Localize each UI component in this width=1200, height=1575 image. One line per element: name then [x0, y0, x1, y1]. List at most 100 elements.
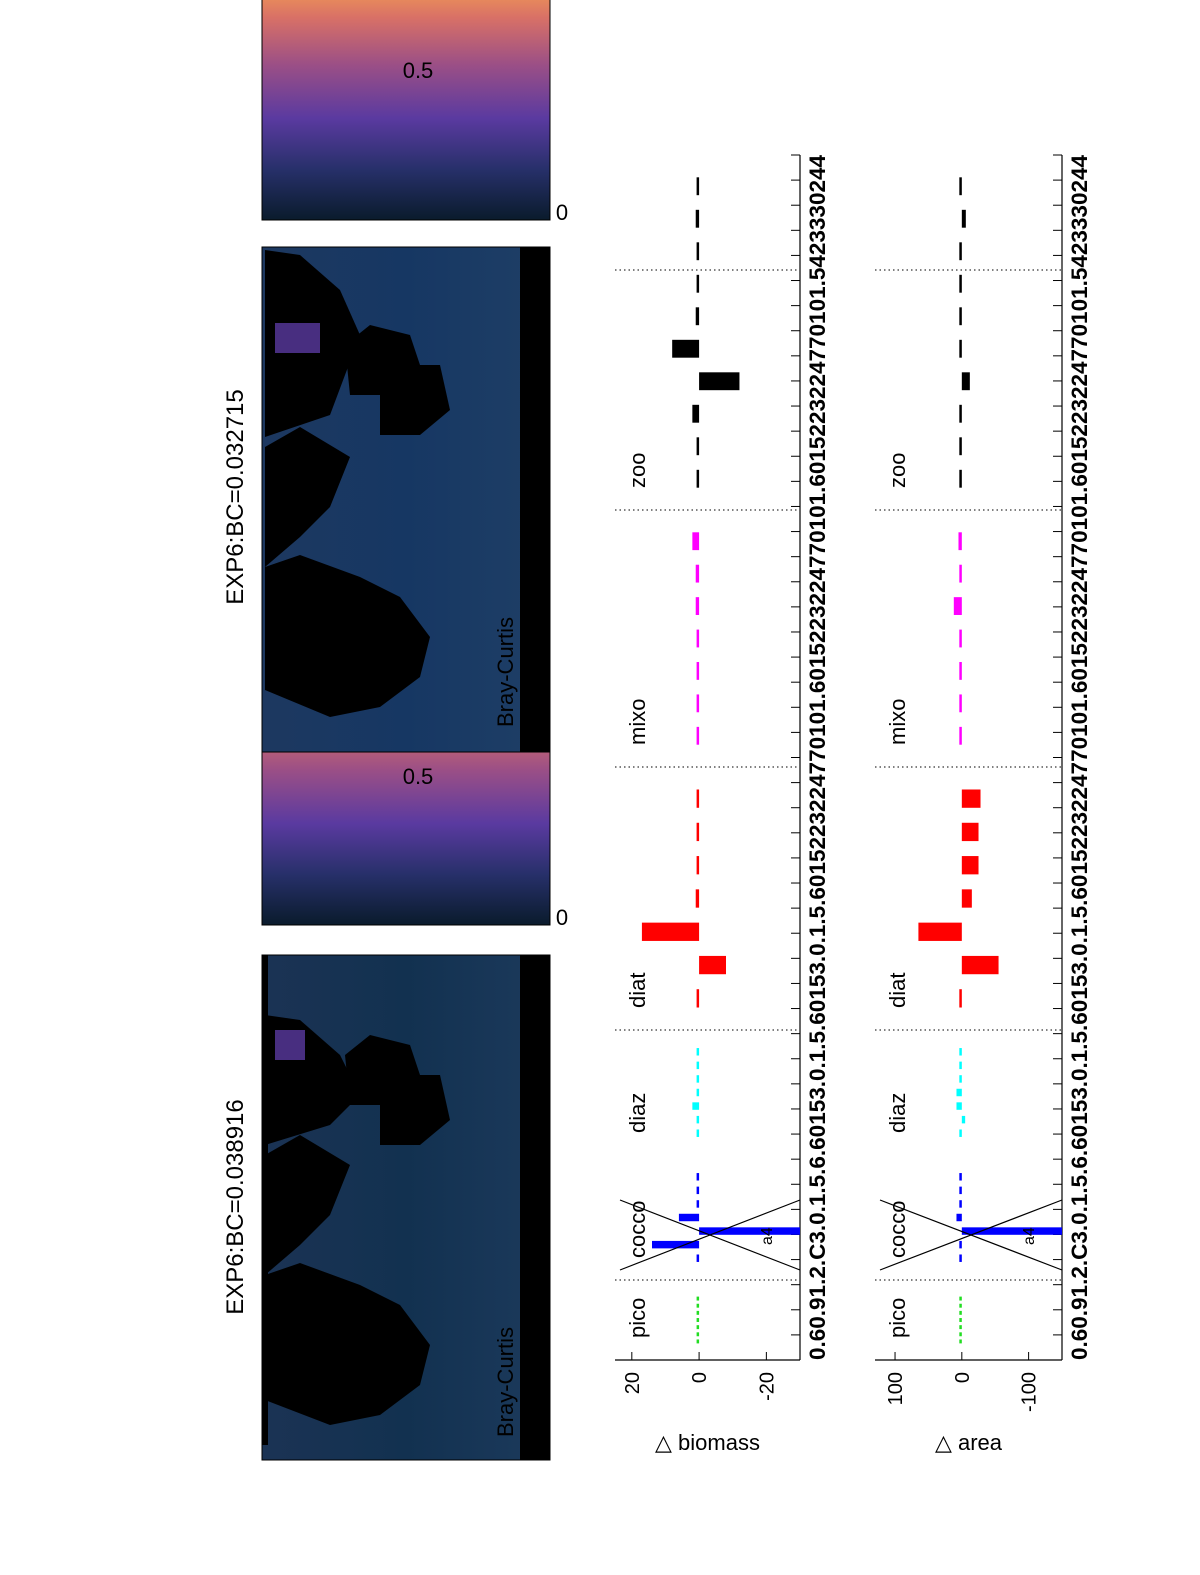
bar-pico: [959, 1310, 962, 1315]
bar-diaz: [696, 1088, 700, 1097]
bar-pico: [696, 1296, 700, 1301]
group-label-mixo: mixo: [885, 699, 910, 745]
bar-pico: [959, 1296, 962, 1301]
chart-panel-1: 20 0 -20 △ biomass 0.60.91.2.C3.0.1.5.6.6015…: [615, 154, 830, 1455]
bar-diaz: [959, 1048, 962, 1056]
cocco-marker-label: a4: [759, 1227, 776, 1245]
bar-mixo: [695, 564, 700, 583]
group-label-pico: pico: [625, 1298, 650, 1338]
left-map-label: Bray-Curtis: [493, 1327, 518, 1437]
rotated-figure: EXP6:BC=0.038916 Bray-Curtis 1 0.5 0 EXP…: [222, 0, 1092, 1461]
bar-zoo: [696, 242, 700, 261]
bar-zoo: [696, 274, 700, 293]
group-label-zoo: zoo: [885, 453, 910, 488]
bar-zoo: [696, 469, 700, 488]
bar-diat: [918, 922, 962, 941]
bar-pico: [959, 1325, 962, 1330]
bar-diaz: [692, 1102, 700, 1110]
bar-cocco: [959, 1240, 962, 1249]
group-label-diaz: diaz: [885, 1093, 910, 1133]
left-map-land: [262, 955, 550, 1460]
bar-diat: [961, 789, 981, 808]
bar-pico: [959, 1303, 962, 1308]
y-axis-label: △ area: [935, 1430, 1003, 1455]
bar-zoo: [959, 469, 962, 488]
right-map-label: Bray-Curtis: [493, 617, 518, 727]
bar-diaz: [956, 1102, 962, 1110]
right-colorbar-tick-0.5: 0.5: [403, 58, 434, 83]
right-colorbar-tick-0: 0: [556, 200, 568, 225]
bar-zoo: [692, 404, 700, 423]
bar-diaz: [696, 1075, 700, 1083]
bar-diat: [699, 955, 726, 975]
group-label-pico: pico: [885, 1298, 910, 1338]
left-colorbar-tick-0.5: 0.5: [403, 764, 434, 789]
bar-zoo: [961, 372, 970, 391]
cocco-marker-label: a4: [1021, 1227, 1038, 1245]
bar-charts: 20 0 -20 △ biomass 0.60.91.2.C3.0.1.5.6.6015…: [615, 154, 1092, 1455]
bar-diat: [696, 856, 700, 875]
right-map-panel: EXP6:BC=0.032715 Bray-Curtis 1 0.5 0: [222, 0, 568, 753]
bar-diat: [961, 856, 979, 875]
y-tick-label: -20: [756, 1372, 778, 1401]
bar-mixo: [696, 629, 700, 648]
group-label-mixo: mixo: [625, 699, 650, 745]
bar-cocco: [961, 1227, 1062, 1235]
right-panel-title: EXP6:BC=0.032715: [222, 389, 249, 605]
bar-diaz: [696, 1115, 700, 1124]
bar-diaz: [696, 1061, 700, 1070]
bar-pico: [696, 1303, 700, 1308]
bar-zoo: [959, 339, 962, 358]
bar-zoo: [961, 209, 966, 228]
bar-diat: [959, 989, 962, 1008]
bar-diaz: [961, 1115, 966, 1124]
bar-zoo: [959, 274, 962, 293]
bar-pico: [696, 1339, 700, 1344]
group-label-zoo: zoo: [625, 453, 650, 488]
bar-zoo: [959, 404, 962, 423]
y-tick-label: -100: [1019, 1372, 1041, 1412]
x-tick-labels: 0.60.91.2.C3.0.1.5.6.60153.0.1.5.60153.0…: [805, 154, 830, 1360]
bar-cocco: [959, 1200, 962, 1208]
bar-zoo: [695, 209, 700, 228]
bar-cocco: [696, 1186, 700, 1195]
bar-zoo: [696, 177, 700, 196]
bar-diat: [961, 889, 972, 908]
bar-diaz: [696, 1129, 700, 1137]
bar-zoo: [699, 372, 740, 391]
y-tick-label: 0: [952, 1372, 974, 1383]
group-label-diat: diat: [625, 973, 650, 1008]
y-tick-label: 20: [622, 1372, 644, 1394]
bar-cocco: [696, 1254, 700, 1262]
bar-diat: [696, 789, 700, 808]
chart-panel-2: 100 0 -100 △ area 0.60.91.2.C3.0.1.5.6.60153…: [875, 154, 1092, 1455]
bar-mixo: [959, 629, 962, 648]
bar-pico: [959, 1332, 962, 1337]
bar-diaz: [959, 1129, 962, 1137]
bar-pico: [959, 1339, 962, 1344]
bar-zoo: [959, 307, 962, 326]
group-label-cocco: cocco: [885, 1201, 910, 1258]
bar-mixo: [959, 694, 962, 713]
bar-zoo: [696, 437, 700, 456]
bar-mixo: [958, 532, 962, 551]
bar-diaz: [959, 1061, 962, 1070]
bar-mixo: [695, 597, 700, 615]
bar-pico: [959, 1318, 962, 1322]
bar-cocco: [959, 1173, 962, 1181]
bar-mixo: [696, 726, 700, 745]
bar-cocco: [959, 1254, 962, 1262]
left-colorbar-tick-0: 0: [556, 905, 568, 930]
bar-diaz: [696, 1048, 700, 1056]
bar-diat: [961, 822, 979, 842]
bar-diat: [696, 822, 700, 842]
bar-pico: [696, 1310, 700, 1315]
bar-diat: [961, 955, 999, 975]
bar-diat: [696, 989, 700, 1008]
y-axis-label: △ biomass: [655, 1430, 760, 1455]
cocco-cross-line: [879, 1199, 1063, 1271]
y-tick-label: 100: [885, 1372, 907, 1405]
bar-zoo: [672, 339, 700, 358]
bar-cocco: [956, 1213, 962, 1222]
bar-pico: [696, 1332, 700, 1337]
